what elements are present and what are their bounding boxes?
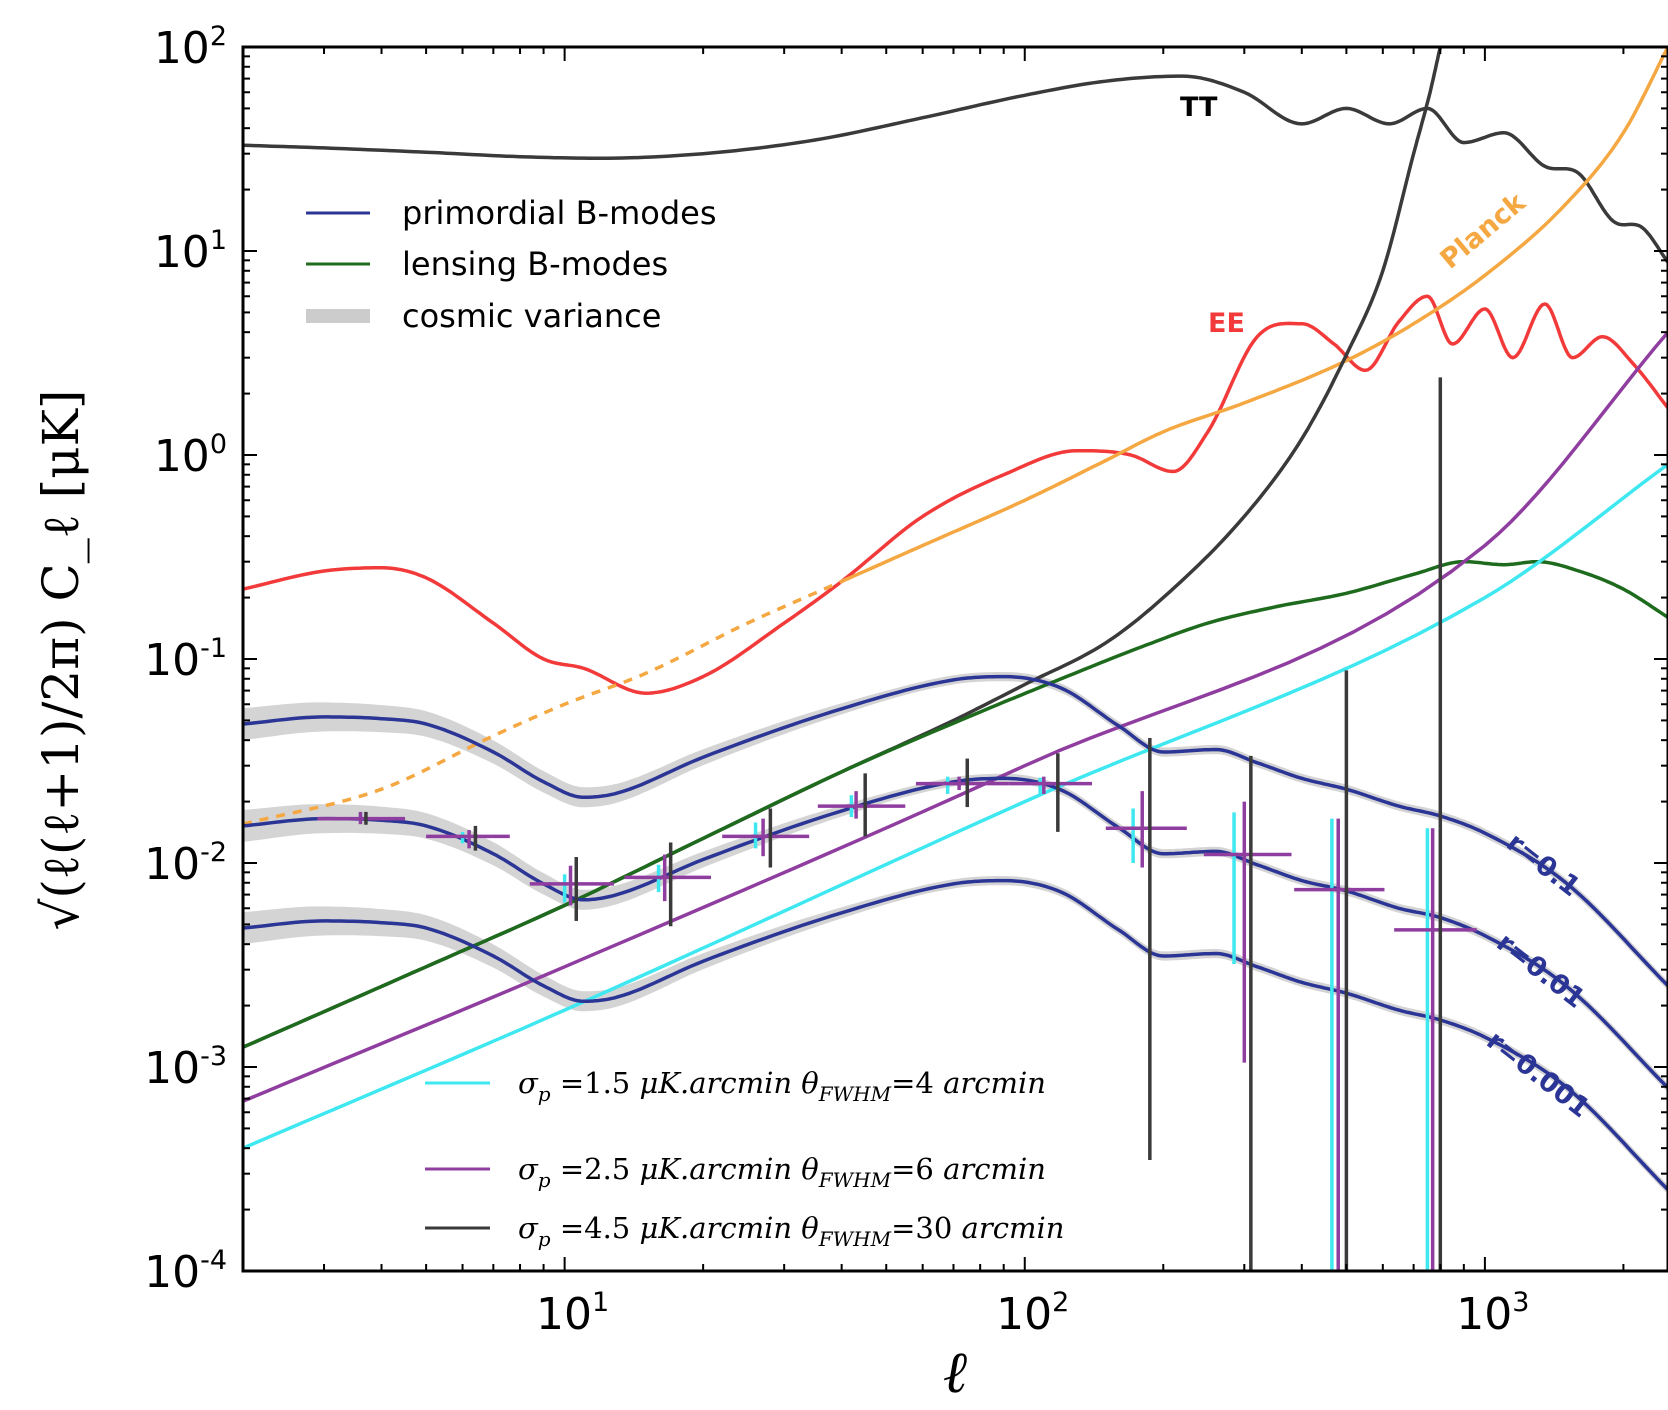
series-line-r-0-1: [243, 674, 1668, 988]
x-axis-label: ℓ: [943, 1338, 967, 1406]
series-line-tt: [243, 74, 1668, 264]
y-tick-label-1: 101: [154, 225, 227, 278]
legend-cyan-label: σp =1.5 μK.arcmin θFWHM=4 arcmin: [518, 1066, 1046, 1106]
series-line-purple-noise: [243, 331, 1668, 1103]
legend-top: primordial B-modes lensing B-modes cosmi…: [306, 194, 717, 335]
series-lines: [243, 47, 1668, 1192]
series-line-ee: [243, 294, 1668, 695]
axis-ticks: [242, 46, 1668, 1272]
axis-tick-labels: 101 102 103 102 101 100 10-1 10-2 10-3 10-4: [144, 21, 1529, 1340]
x-tick-label-1: 101: [536, 1287, 609, 1340]
y-axis-label: √(ℓ(ℓ+1)/2π) C_ℓ [μK]: [32, 390, 90, 931]
series-line-r-0-01: [243, 776, 1668, 1090]
legend-purple-label: σp =2.5 μK.arcmin θFWHM=6 arcmin: [518, 1152, 1046, 1192]
legend-primordial-label: primordial B-modes: [402, 194, 717, 232]
legend-lensing-label: lensing B-modes: [402, 245, 668, 283]
y-tick-label--1: 10-1: [144, 633, 227, 686]
y-tick-label-0: 100: [154, 429, 227, 482]
series-line-planck-extrapolated: [243, 579, 843, 826]
plot-area: [243, 47, 1668, 1271]
legend-cosmic-variance-label: cosmic variance: [402, 297, 661, 335]
annotation-tt: TT: [1180, 92, 1218, 123]
legend-black-label: σp =4.5 μK.arcmin θFWHM=30 arcmin: [518, 1211, 1064, 1251]
y-tick-label--3: 10-3: [144, 1041, 227, 1094]
x-tick-label-2: 102: [996, 1287, 1069, 1340]
x-tick-label-3: 103: [1456, 1287, 1529, 1340]
binned-error-bars: [317, 377, 1477, 1271]
legend-bottom: σp =1.5 μK.arcmin θFWHM=4 arcmin σp =2.5…: [425, 1066, 1064, 1251]
y-tick-label--4: 10-4: [144, 1245, 227, 1298]
series-line-planck: [840, 47, 1668, 584]
series-line-lensing: [243, 559, 1668, 1049]
y-tick-label-2: 102: [154, 21, 227, 74]
series-line-cyan-noise: [243, 462, 1668, 1150]
series-line-r-0-001: [243, 878, 1668, 1192]
y-tick-label--2: 10-2: [144, 837, 227, 890]
annotation-ee: EE: [1208, 308, 1245, 339]
